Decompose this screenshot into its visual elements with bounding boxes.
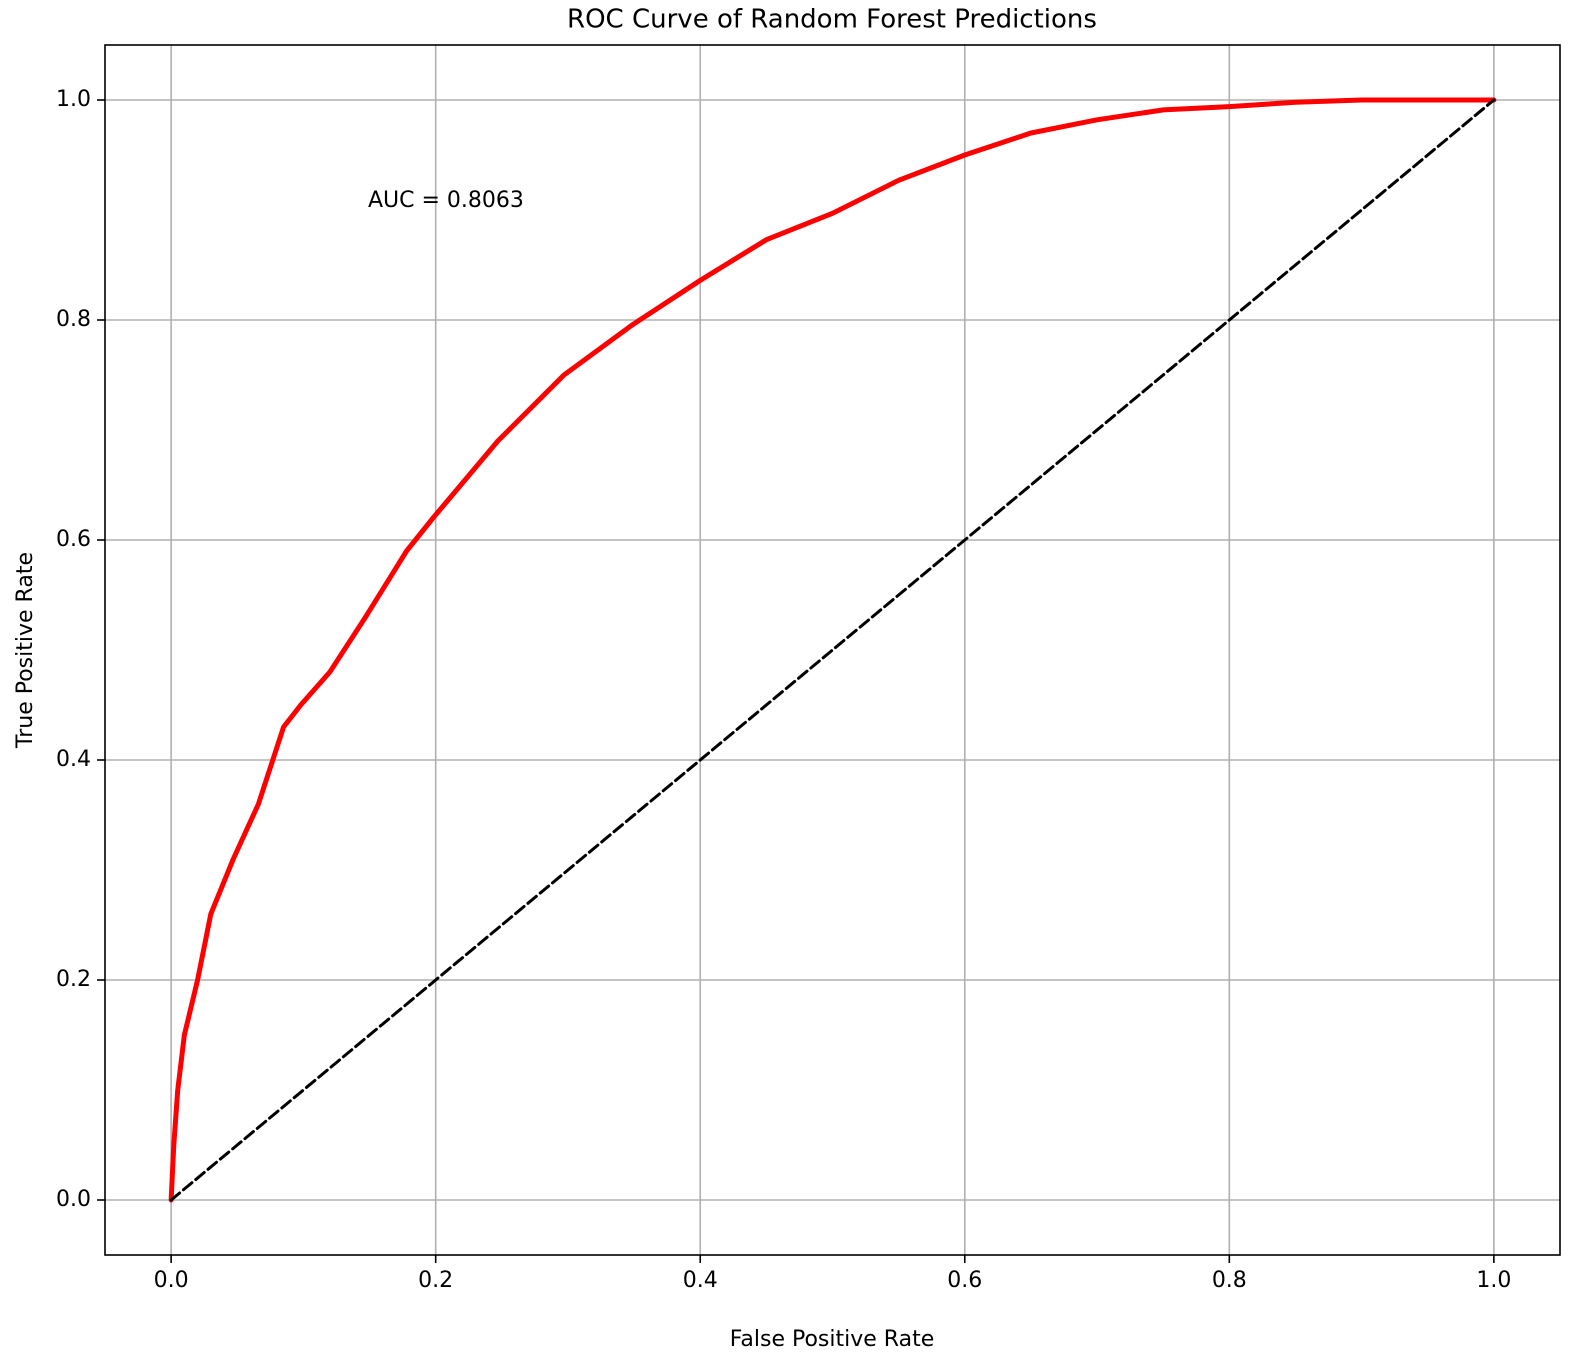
y-tick-label: 0.6	[56, 527, 91, 552]
x-tick-label: 0.8	[1212, 1268, 1247, 1293]
roc-line	[169, 98, 1496, 1202]
y-tick-label: 0.4	[56, 747, 91, 772]
annotation: AUC = 0.8063	[368, 188, 524, 213]
y-tick-label: 0.8	[56, 307, 91, 332]
roc-line	[168, 97, 1497, 1203]
y-axis-label: True Positive Rate	[13, 552, 38, 749]
x-axis-label: False Positive Rate	[730, 1327, 934, 1352]
y-tick-label: 0.0	[56, 1187, 91, 1212]
x-tick-label: 1.0	[1476, 1268, 1511, 1293]
y-tick-label: 0.2	[56, 967, 91, 992]
x-tick-label: 0.2	[418, 1268, 453, 1293]
x-tick-label: 0.6	[947, 1268, 982, 1293]
plot-frame	[104, 44, 1561, 1256]
x-tick-label: 0.0	[154, 1268, 189, 1293]
chart-title: ROC Curve of Random Forest Predictions	[567, 5, 1097, 35]
x-tick-label: 0.4	[683, 1268, 718, 1293]
y-tick-label: 1.0	[56, 87, 91, 112]
